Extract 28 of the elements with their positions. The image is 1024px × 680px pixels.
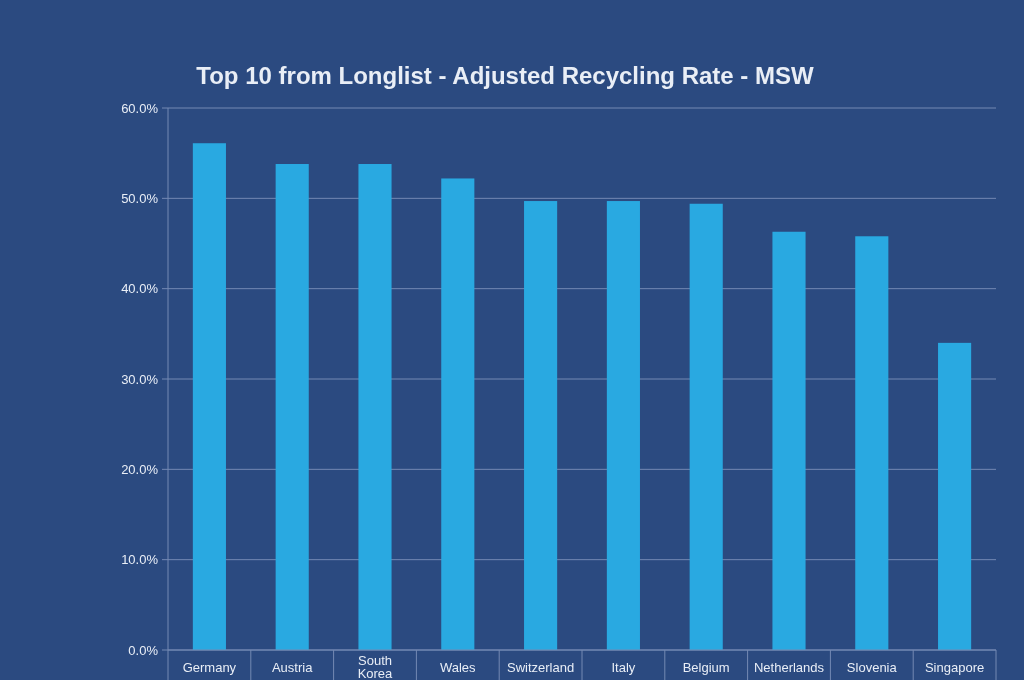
x-tick-label: Switzerland (507, 659, 575, 675)
y-tick-label: 60.0% (121, 100, 159, 116)
y-tick-label: 20.0% (121, 461, 159, 477)
y-tick-label: 30.0% (121, 371, 159, 387)
bar (192, 143, 226, 650)
x-tick-label: Belgium (682, 659, 730, 675)
x-tick-label: Slovenia (846, 659, 898, 675)
bar (441, 178, 475, 650)
bar (938, 342, 972, 650)
bar (524, 201, 558, 650)
bar (606, 201, 640, 650)
x-tick-label: Germany (182, 659, 237, 675)
y-tick-label: 10.0% (121, 552, 159, 568)
y-tick-label: 40.0% (121, 281, 159, 297)
x-tick-label: Italy (611, 659, 636, 675)
bar (772, 231, 806, 650)
x-tick-label: Singapore (924, 659, 985, 675)
x-tick-label: South Korea (357, 653, 394, 680)
bar (855, 236, 889, 650)
bar (358, 164, 392, 650)
bar (689, 203, 723, 650)
bar (275, 164, 309, 650)
y-tick-label: 0.0% (128, 642, 159, 658)
chart-title: Top 10 from Longlist - Adjusted Recycling Rate - MSW (196, 62, 815, 89)
x-tick-label: Austria (271, 659, 314, 675)
x-tick-label: Wales (439, 659, 477, 675)
y-tick-label: 50.0% (121, 190, 159, 206)
x-tick-label: Netherlands (753, 659, 825, 675)
